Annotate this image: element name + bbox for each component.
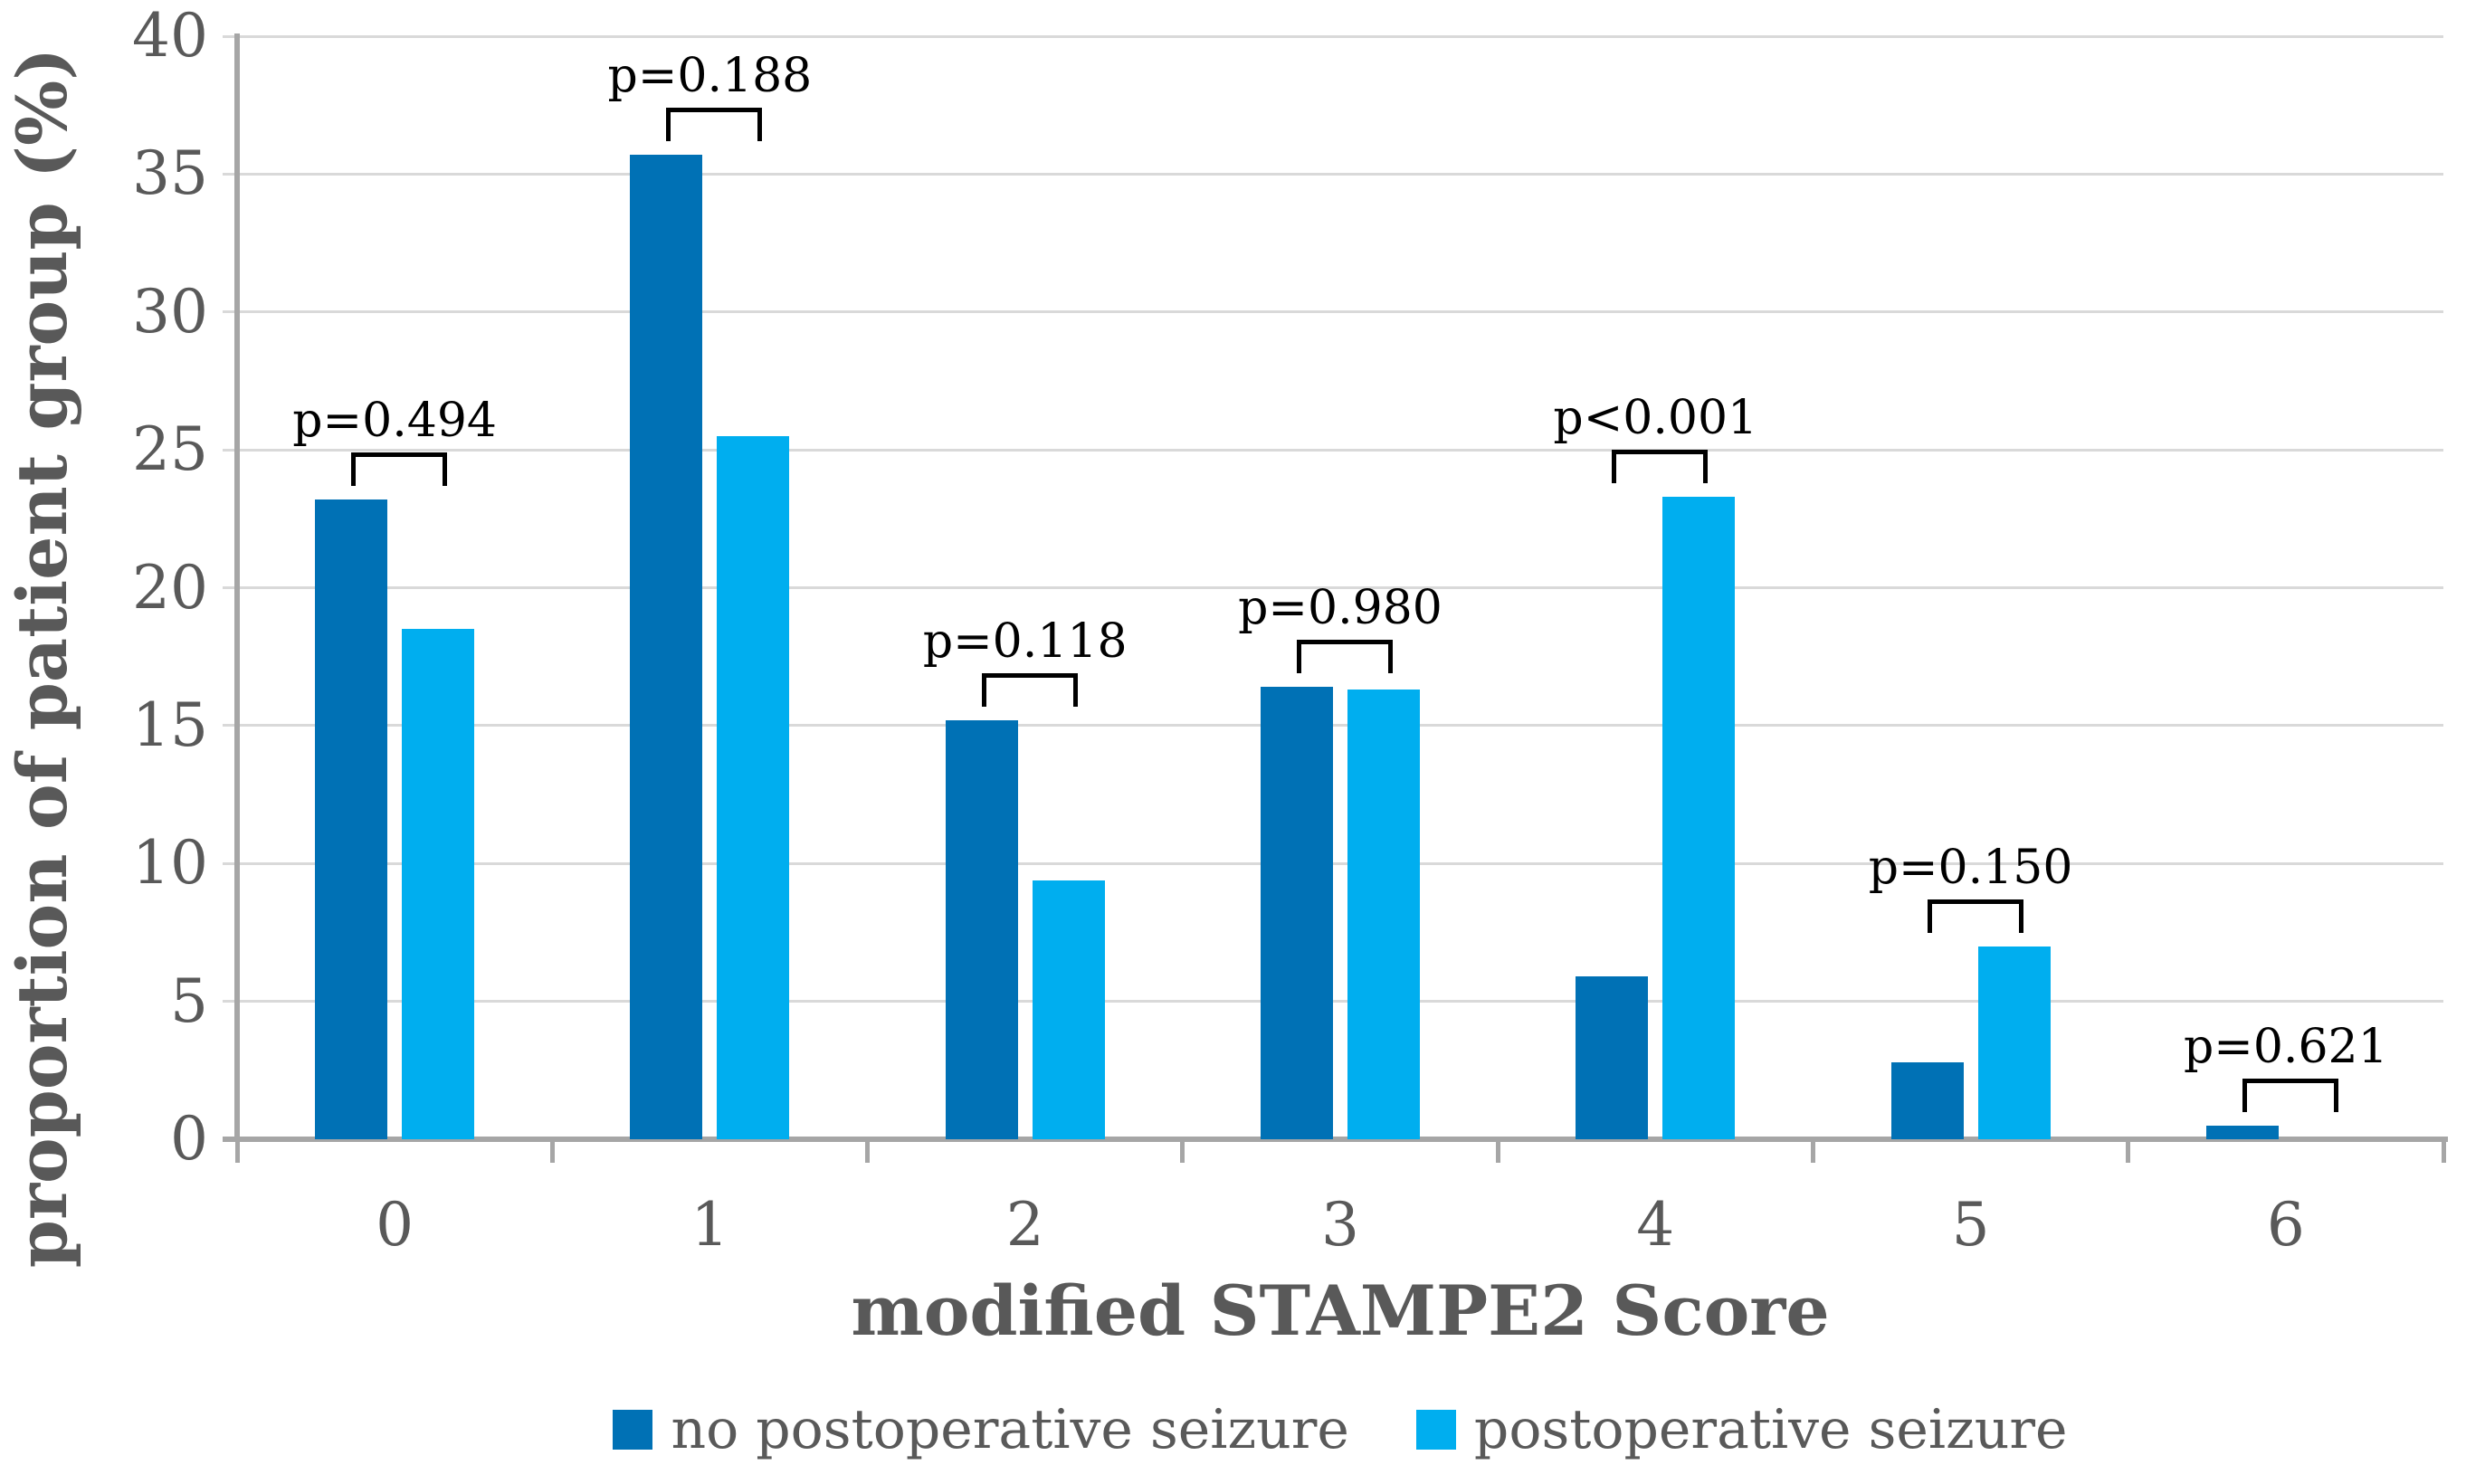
gridline — [237, 861, 2443, 865]
x-axis-tick-label-5: 5 — [1951, 1190, 1990, 1260]
gridline — [237, 172, 2443, 176]
bar-no-postoperative-seizure-6 — [2205, 1125, 2279, 1139]
x-axis-tick — [549, 1139, 555, 1163]
bar-no-postoperative-seizure-3 — [1261, 687, 1333, 1139]
legend-label: no postoperative seizure — [671, 1398, 1349, 1461]
y-axis-tick — [223, 34, 237, 38]
bar-no-postoperative-seizure-0 — [315, 499, 388, 1139]
legend-swatch-icon — [613, 1410, 653, 1450]
x-axis-tick — [2441, 1139, 2446, 1163]
x-axis-tick-label-2: 2 — [1005, 1190, 1044, 1260]
y-axis-tick-label: 5 — [170, 966, 208, 1036]
p-value-label-2: p=0.118 — [922, 614, 1128, 669]
legend: no postoperative seizure postoperative se… — [237, 1401, 2443, 1459]
p-value-label-0: p=0.494 — [292, 393, 497, 448]
p-value-label-1: p=0.188 — [607, 49, 813, 104]
y-axis-tick-label: 40 — [132, 1, 208, 71]
y-axis-tick — [223, 861, 237, 865]
x-axis-tick-label-0: 0 — [376, 1190, 414, 1260]
bar-no-postoperative-seizure-4 — [1576, 976, 1649, 1139]
bar-no-postoperative-seizure-5 — [1890, 1061, 1964, 1139]
y-axis-tick-label: 20 — [132, 552, 208, 623]
y-axis-tick — [223, 172, 237, 176]
bar-postoperative-seizure-4 — [1662, 496, 1736, 1139]
x-axis-tick-label-6: 6 — [2266, 1190, 2305, 1260]
p-value-label-4: p<0.001 — [1553, 390, 1758, 445]
y-axis-line — [234, 33, 240, 1142]
significance-bracket-2 — [981, 672, 1078, 707]
bar-postoperative-seizure-3 — [1347, 690, 1420, 1139]
x-axis-tick — [1810, 1139, 1815, 1163]
y-axis-tick — [223, 586, 237, 589]
legend-item-postoperative-seizure: postoperative seizure — [1415, 1398, 2068, 1461]
significance-bracket-6 — [2242, 1078, 2338, 1112]
y-axis-tick-label: 25 — [132, 414, 208, 485]
x-axis-tick — [1180, 1139, 1185, 1163]
bar-no-postoperative-seizure-2 — [945, 719, 1018, 1139]
significance-bracket-4 — [1612, 449, 1709, 483]
gridline — [237, 1000, 2443, 1004]
x-axis-tick — [2126, 1139, 2131, 1163]
legend-item-no-postoperative-seizure: no postoperative seizure — [613, 1398, 1349, 1461]
y-axis-tick — [223, 724, 237, 728]
bar-no-postoperative-seizure-1 — [630, 155, 703, 1139]
x-axis-tick-label-4: 4 — [1636, 1190, 1675, 1260]
x-axis-tick-label-1: 1 — [690, 1190, 729, 1260]
legend-label: postoperative seizure — [1473, 1398, 2068, 1461]
legend-swatch-icon — [1415, 1410, 1456, 1450]
y-axis-tick — [223, 310, 237, 314]
x-axis-line — [223, 1137, 2448, 1142]
y-axis-tick — [223, 448, 237, 452]
x-axis-tick — [1495, 1139, 1500, 1163]
y-axis-tick-label: 15 — [132, 690, 208, 760]
y-axis-tick-label: 35 — [132, 138, 208, 209]
x-axis-tick — [234, 1139, 240, 1163]
bar-postoperative-seizure-0 — [402, 629, 475, 1139]
p-value-label-3: p=0.980 — [1238, 581, 1442, 636]
bar-postoperative-seizure-5 — [1977, 946, 2051, 1139]
significance-bracket-5 — [1927, 899, 2023, 933]
y-axis-tick-label: 0 — [170, 1104, 208, 1174]
y-axis-tick-label: 10 — [132, 828, 208, 899]
gridline — [237, 310, 2443, 314]
p-value-label-6: p=0.621 — [2183, 1019, 2388, 1074]
bar-postoperative-seizure-1 — [717, 435, 790, 1139]
x-axis-tick-label-3: 3 — [1321, 1190, 1359, 1260]
bar-postoperative-seizure-2 — [1032, 880, 1105, 1139]
significance-bracket-0 — [351, 452, 448, 486]
gridline — [237, 586, 2443, 589]
gridline — [237, 724, 2443, 728]
gridline — [237, 34, 2443, 38]
gridline — [237, 448, 2443, 452]
y-axis-tick-label: 30 — [132, 276, 208, 347]
significance-bracket-1 — [666, 108, 763, 142]
p-value-label-5: p=0.150 — [1868, 840, 2073, 895]
y-axis-tick — [223, 1000, 237, 1004]
x-axis-title: modified STAMPE2 Score — [851, 1270, 1830, 1351]
x-axis-tick — [865, 1139, 871, 1163]
significance-bracket-3 — [1297, 640, 1393, 674]
